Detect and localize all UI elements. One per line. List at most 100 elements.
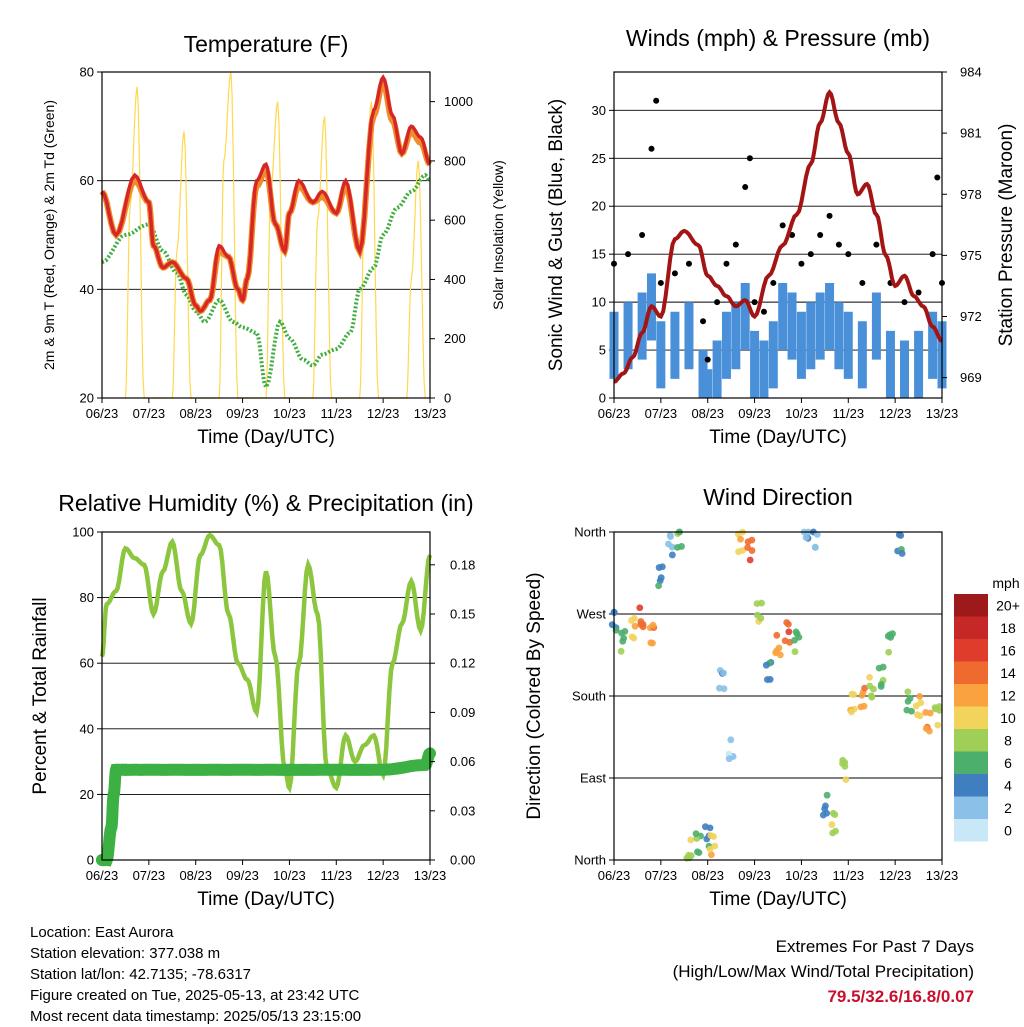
direction-point	[898, 550, 906, 557]
direction-point	[795, 633, 803, 641]
x-tick-label: 12/23	[367, 868, 400, 883]
x-axis-label: Time (Day/UTC)	[709, 889, 847, 910]
gust-point	[723, 260, 730, 267]
direction-point	[802, 534, 810, 541]
y2-tick-label: 984	[960, 65, 982, 80]
colorbar-swatch	[954, 796, 988, 819]
chart-title: Relative Humidity (%) & Precipitation (i…	[58, 490, 473, 516]
gust-point	[798, 260, 805, 267]
gust-point	[779, 222, 786, 229]
temp-2m-line	[100, 74, 432, 313]
y-tick-label: 0	[599, 391, 606, 406]
colorbar-swatch	[954, 616, 988, 639]
direction-point	[879, 663, 887, 671]
gust-point	[845, 251, 852, 258]
x-axis-label: Time (Day/UTC)	[709, 427, 847, 448]
direction-point	[850, 691, 858, 698]
colorbar-label: 18	[1000, 620, 1016, 636]
y2-tick-label: 0.12	[450, 656, 475, 671]
y-tick-label: East	[580, 771, 606, 786]
direction-point	[860, 702, 868, 710]
y-tick-label: West	[577, 607, 607, 622]
direction-point	[763, 676, 771, 683]
direction-point	[617, 647, 625, 655]
chart-panel-wind-direction: Wind DirectionNorthEastSouthWestNorth06/…	[524, 484, 1020, 910]
direction-point	[791, 648, 799, 656]
y-tick-label: 10	[592, 295, 606, 310]
rainfall-line	[96, 747, 436, 867]
direction-point	[866, 673, 873, 681]
gust-point	[685, 260, 692, 267]
gust-point	[915, 289, 922, 296]
y2-tick-label: 0	[444, 391, 451, 406]
y2-tick-label: 969	[960, 370, 982, 385]
y-tick-label: 60	[80, 656, 94, 671]
direction-point	[707, 832, 715, 839]
plot-frame	[613, 531, 943, 861]
y-tick-label: 25	[592, 151, 606, 166]
y-tick-label: 80	[80, 590, 94, 605]
created-text: Figure created on Tue, 2025-05-13, at 23…	[30, 987, 360, 1004]
rainfall-point	[110, 763, 123, 776]
x-tick-label: 08/23	[179, 406, 212, 421]
y2-tick-label: 200	[444, 331, 466, 346]
direction-point	[829, 809, 837, 817]
y-tick-label: North	[574, 525, 606, 540]
direction-point	[868, 693, 876, 701]
pressure-line	[613, 89, 943, 384]
direction-point	[655, 564, 663, 571]
x-tick-label: 10/23	[785, 868, 818, 883]
y-tick-label: 0	[87, 853, 94, 868]
direction-point	[636, 604, 644, 612]
x-tick-label: 06/23	[598, 868, 631, 883]
x-tick-label: 07/23	[133, 868, 166, 883]
colorbar-label: 14	[1000, 665, 1016, 681]
direction-point	[781, 637, 789, 645]
y-axis-label: Direction (Colored By Speed)	[524, 572, 545, 819]
y-tick-label: 40	[80, 721, 94, 736]
x-tick-label: 07/23	[645, 868, 678, 883]
colorbar-label: 8	[1004, 732, 1012, 748]
y-axis-label: Percent & Total Rainfall	[30, 597, 51, 794]
gust-point	[746, 155, 753, 162]
direction-point	[783, 619, 791, 626]
x-tick-label: 08/23	[691, 406, 724, 421]
direction-point	[916, 712, 924, 720]
x-tick-label: 11/23	[832, 868, 864, 883]
colorbar-swatch	[954, 751, 988, 774]
recent-text: Most recent data timestamp: 2025/05/13 2…	[30, 1008, 362, 1025]
direction-point	[674, 543, 681, 551]
direction-point	[649, 621, 657, 629]
y2-tick-label: 1000	[444, 94, 473, 109]
y2-tick-label: 400	[444, 272, 466, 287]
y2-tick-label: 975	[960, 248, 982, 263]
direction-point	[811, 543, 819, 551]
gust-point	[671, 270, 678, 277]
gust-point	[742, 184, 749, 191]
chart-title: Wind Direction	[703, 484, 853, 510]
direction-point	[647, 639, 655, 647]
gust-point	[929, 251, 936, 258]
direction-point	[744, 544, 752, 551]
direction-point	[744, 538, 752, 546]
x-tick-label: 11/23	[320, 406, 352, 421]
gust-point	[648, 145, 655, 152]
direction-point	[739, 547, 747, 554]
direction-point	[848, 708, 855, 716]
direction-point	[897, 532, 905, 539]
y-tick-label: 100	[72, 525, 94, 540]
direction-point	[861, 684, 869, 692]
y2-axis-label: Solar Insolation (Yellow)	[490, 160, 506, 310]
direction-point	[619, 637, 627, 645]
chart-title: Winds (mph) & Pressure (mb)	[626, 25, 930, 51]
y2-tick-label: 981	[960, 126, 982, 141]
colorbar-label: 10	[1000, 710, 1016, 726]
colorbar-swatch	[954, 729, 988, 752]
direction-point	[628, 617, 635, 624]
colorbar-swatch	[954, 661, 988, 684]
direction-point	[666, 531, 674, 539]
y-tick-label: South	[572, 689, 606, 704]
gust-point	[901, 299, 908, 306]
x-tick-label: 09/23	[738, 406, 771, 421]
